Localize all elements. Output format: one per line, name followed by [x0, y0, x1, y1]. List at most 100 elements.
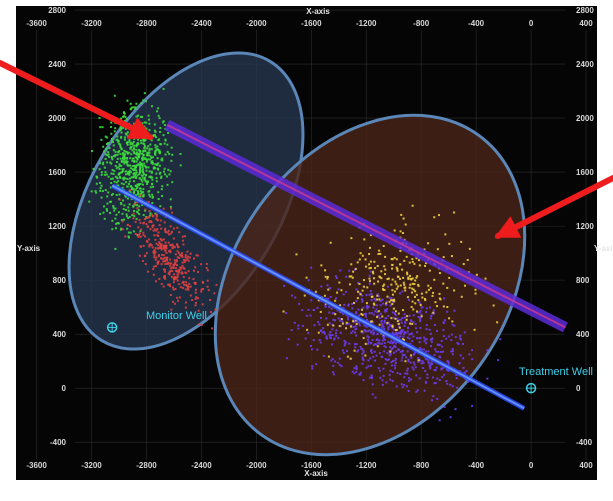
event-point-purple: [328, 333, 331, 336]
treatment-well-label: Treatment Well: [519, 366, 593, 378]
event-point-purple: [374, 299, 377, 302]
event-point-green: [141, 159, 144, 162]
event-point-yellow: [411, 300, 414, 303]
event-point-green: [141, 156, 144, 159]
event-point-green: [136, 174, 139, 177]
event-point-purple: [398, 348, 401, 351]
event-point-purple: [375, 304, 378, 307]
event-point-green: [134, 203, 137, 206]
event-point-purple: [296, 343, 299, 346]
event-point-purple: [401, 353, 404, 356]
event-point-green: [122, 160, 125, 163]
event-point-green: [141, 170, 144, 173]
event-point-purple: [425, 307, 428, 310]
event-point-red: [177, 246, 180, 249]
event-point-yellow: [417, 259, 420, 262]
event-point-green: [151, 201, 154, 204]
event-point-green: [119, 202, 122, 205]
event-point-green: [162, 121, 165, 124]
event-point-yellow: [406, 273, 409, 276]
event-point-red: [173, 259, 176, 262]
event-point-red: [185, 284, 188, 287]
event-point-red: [145, 223, 148, 226]
event-point-purple: [415, 390, 418, 393]
event-point-green: [129, 231, 132, 234]
event-point-yellow: [421, 296, 424, 299]
event-point-red: [182, 280, 185, 283]
event-point-red: [138, 233, 141, 236]
event-point-purple: [429, 338, 432, 341]
event-point-red: [193, 257, 196, 260]
event-point-green: [114, 150, 117, 153]
event-point-red: [177, 272, 180, 275]
event-point-yellow: [368, 253, 371, 256]
event-point-purple: [356, 320, 359, 323]
event-point-yellow: [360, 330, 363, 333]
event-point-green: [171, 153, 174, 156]
event-point-purple: [372, 333, 375, 336]
event-point-green: [138, 171, 141, 174]
event-point-green: [123, 204, 126, 207]
event-point-purple: [456, 386, 459, 389]
event-point-purple: [381, 339, 384, 342]
event-point-yellow: [438, 297, 441, 300]
event-point-green: [154, 136, 157, 139]
event-point-purple: [425, 381, 428, 384]
event-point-green: [143, 162, 146, 165]
event-point-yellow: [303, 294, 306, 297]
event-point-purple: [411, 332, 414, 335]
event-point-green: [128, 151, 131, 154]
event-point-purple: [379, 369, 382, 372]
event-point-yellow: [433, 216, 436, 219]
event-point-purple: [384, 309, 387, 312]
event-point-purple: [435, 366, 438, 369]
event-point-purple: [400, 350, 403, 353]
event-point-purple: [412, 335, 415, 338]
event-point-purple: [387, 340, 390, 343]
event-point-purple: [392, 333, 395, 336]
event-point-purple: [353, 367, 356, 370]
event-point-red: [206, 279, 209, 282]
event-point-green: [125, 132, 128, 135]
event-point-purple: [351, 330, 354, 333]
event-point-purple: [443, 297, 446, 300]
event-point-green: [112, 206, 115, 209]
event-point-yellow: [365, 302, 368, 305]
event-point-green: [135, 210, 138, 213]
event-point-red: [155, 229, 158, 232]
event-point-green: [120, 182, 123, 185]
event-point-purple: [393, 312, 396, 315]
event-point-green: [137, 148, 140, 151]
event-point-purple: [368, 293, 371, 296]
event-point-red: [146, 270, 149, 273]
event-point-green: [139, 192, 142, 195]
event-point-yellow: [410, 306, 413, 309]
event-point-yellow: [323, 294, 326, 297]
event-point-purple: [419, 336, 422, 339]
event-point-yellow: [446, 305, 449, 308]
event-point-purple: [372, 355, 375, 358]
event-point-green: [138, 205, 141, 208]
event-point-purple: [347, 322, 350, 325]
event-point-purple: [461, 342, 464, 345]
event-point-yellow: [399, 284, 402, 287]
event-point-purple: [410, 356, 413, 359]
event-point-yellow: [408, 286, 411, 289]
event-point-red: [169, 232, 172, 235]
event-point-yellow: [453, 211, 456, 214]
event-point-green: [156, 145, 159, 148]
event-point-red: [188, 282, 191, 285]
event-point-green: [120, 203, 123, 206]
event-point-red: [158, 241, 161, 244]
event-point-yellow: [466, 259, 469, 262]
event-point-green: [157, 168, 160, 171]
event-point-red: [139, 245, 142, 248]
event-point-green: [116, 221, 119, 224]
event-point-purple: [370, 330, 373, 333]
x-tick-label-top: -3200: [81, 19, 102, 28]
event-point-purple: [320, 285, 323, 288]
event-point-red: [142, 244, 145, 247]
event-point-green: [110, 155, 113, 158]
event-point-red: [197, 309, 200, 312]
event-point-yellow: [394, 310, 397, 313]
